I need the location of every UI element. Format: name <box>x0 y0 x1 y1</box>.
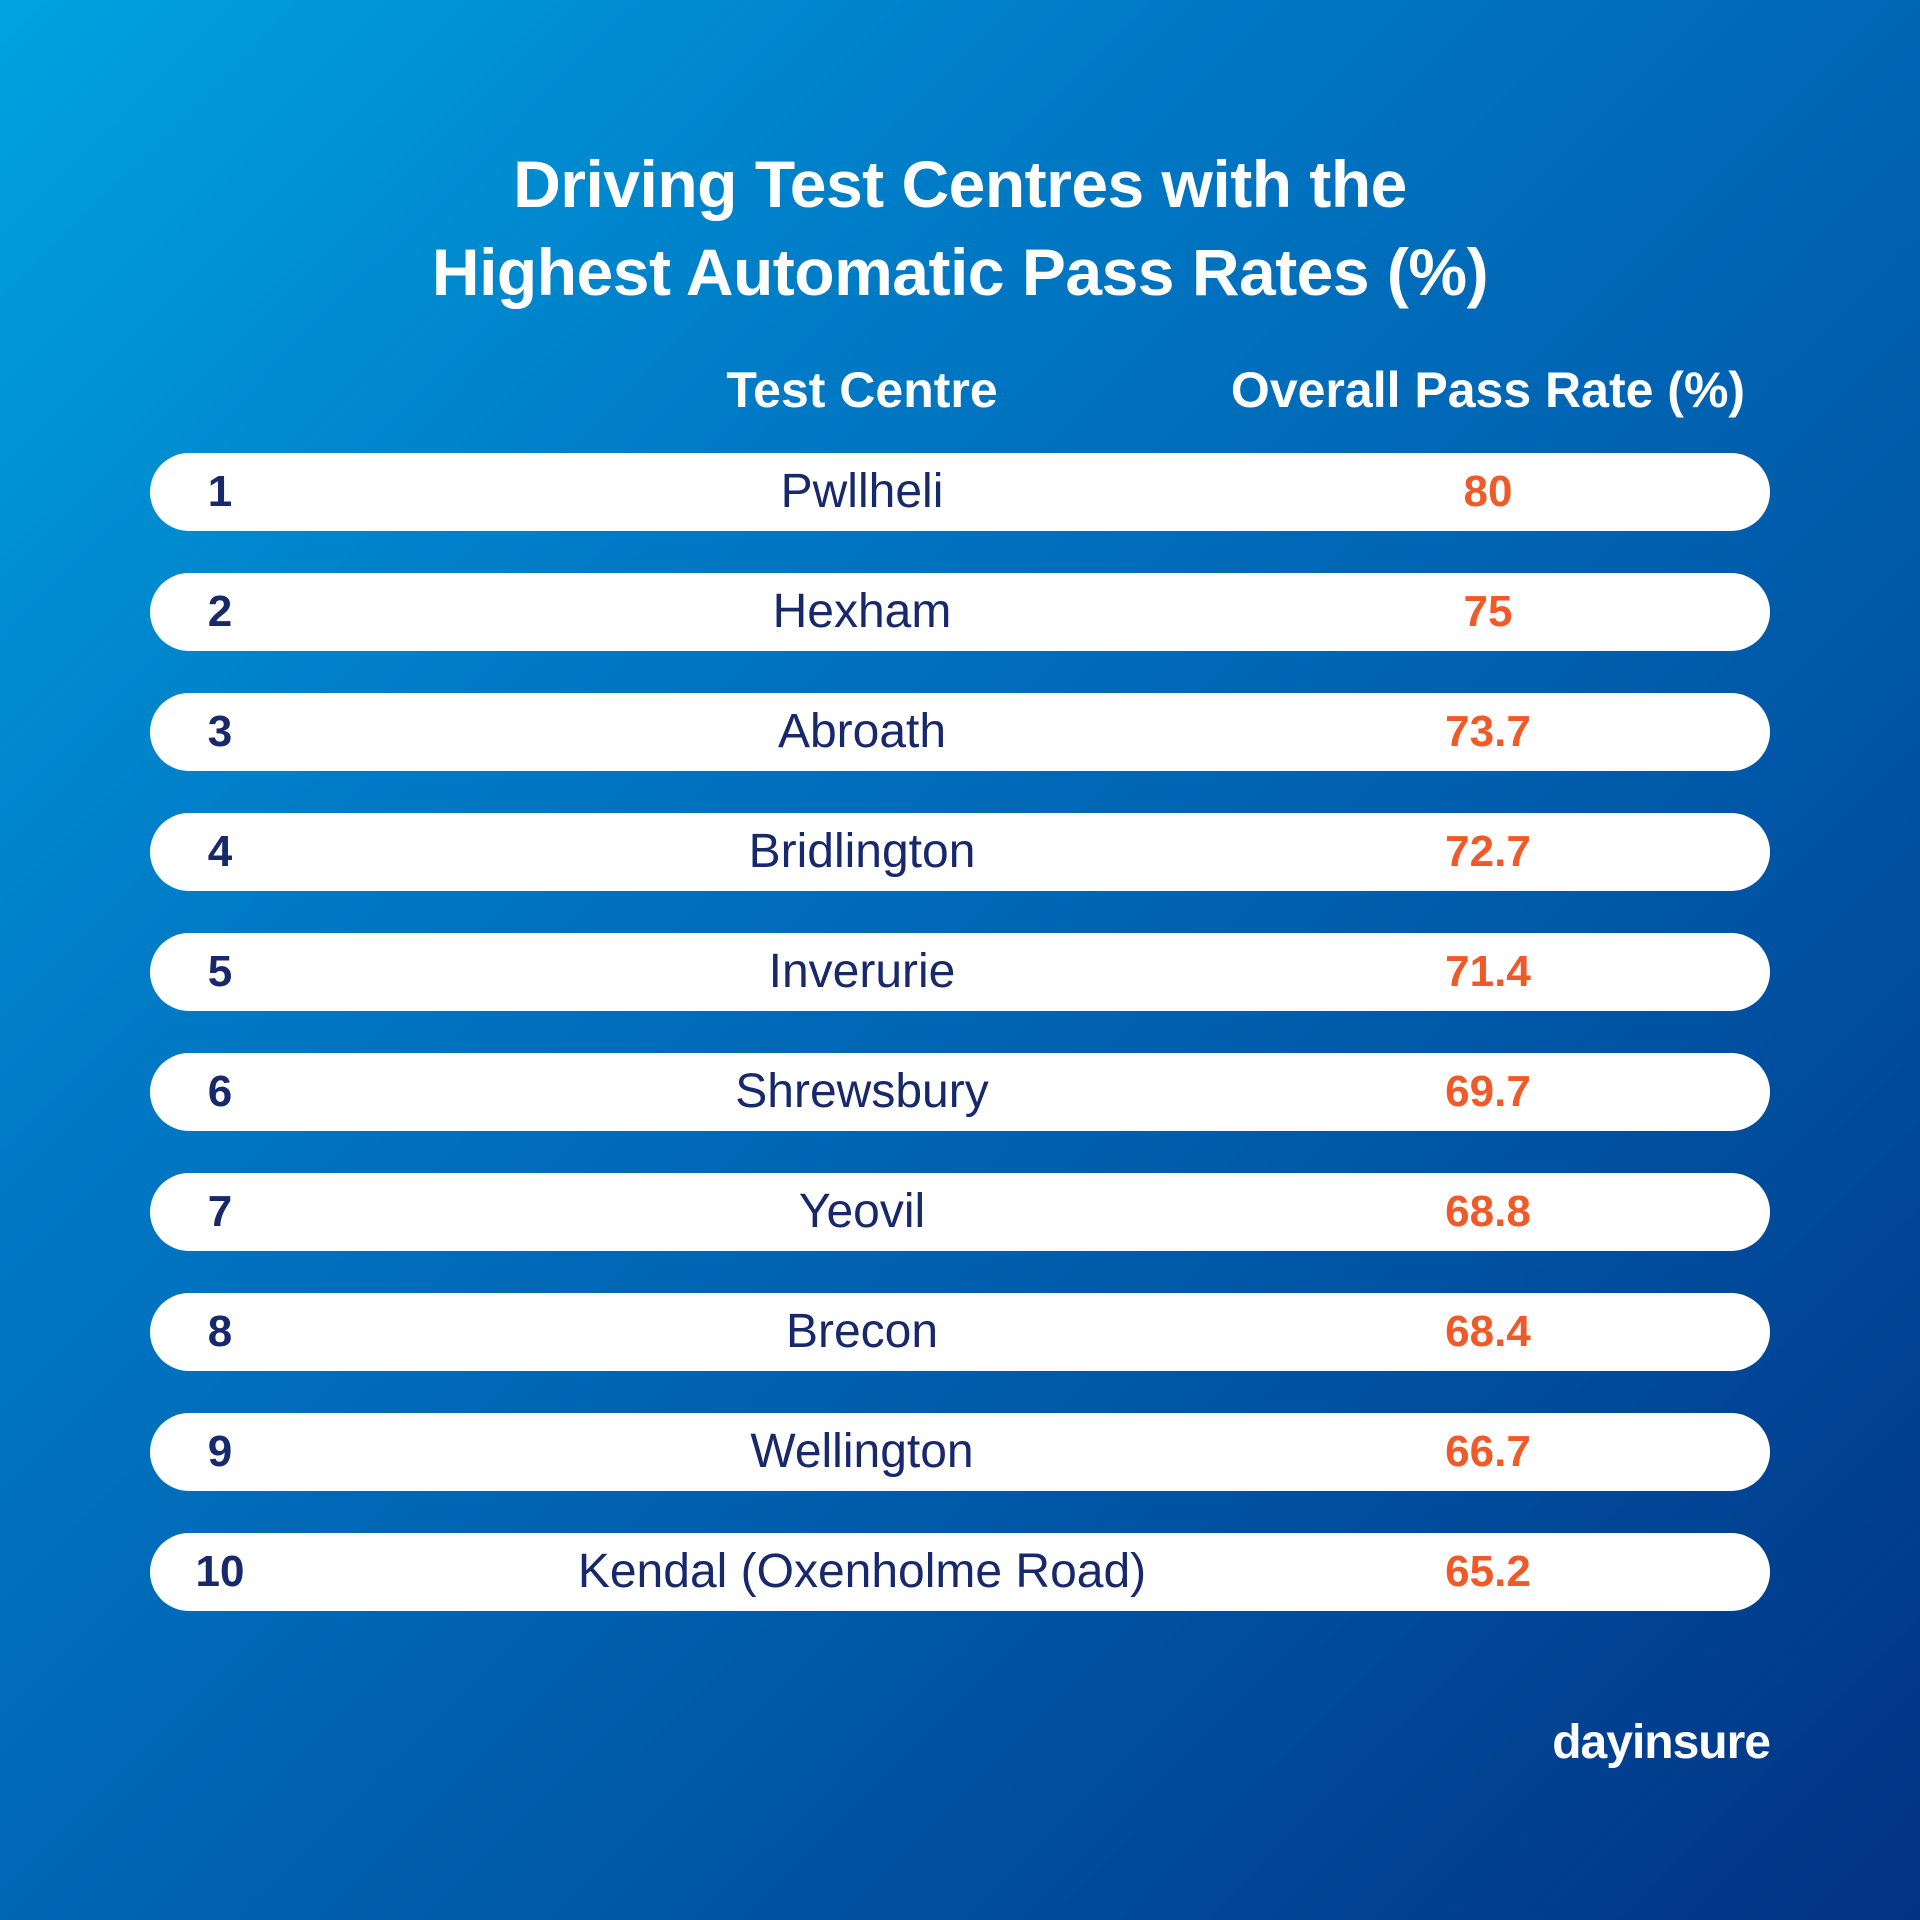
table-row: 1 Pwllheli 80 <box>150 453 1770 531</box>
pass-rate-cell: 80 <box>1463 467 1513 516</box>
table-row: 7 Yeovil 68.8 <box>150 1173 1770 1251</box>
test-centre-cell: Yeovil <box>798 1185 926 1238</box>
rank-cell: 5 <box>207 947 233 996</box>
table-row: 6 Shrewsbury 69.7 <box>150 1053 1770 1131</box>
rank-cell: 4 <box>207 827 233 876</box>
test-centre-cell: Wellington <box>750 1425 974 1478</box>
pass-rate-cell: 68.4 <box>1445 1307 1531 1356</box>
pass-rate-cell: 65.2 <box>1445 1547 1531 1596</box>
table-row: 9 Wellington 66.7 <box>150 1413 1770 1491</box>
header-pass-rate: Overall Pass Rate (%) <box>1230 362 1746 418</box>
chart-title: Driving Test Centres with the Highest Au… <box>0 140 1920 316</box>
test-centre-cell: Kendal (Oxenholme Road) <box>577 1545 1147 1598</box>
table-row: 5 Inverurie 71.4 <box>150 933 1770 1011</box>
table-row: 10 Kendal (Oxenholme Road) 65.2 <box>150 1533 1770 1611</box>
test-centre-cell: Hexham <box>772 585 952 638</box>
header-test-centre: Test Centre <box>726 362 998 418</box>
rank-cell: 2 <box>207 587 233 636</box>
pass-rate-cell: 69.7 <box>1445 1067 1531 1116</box>
rank-cell: 8 <box>207 1307 233 1356</box>
table-row: 8 Brecon 68.4 <box>150 1293 1770 1371</box>
rank-cell: 3 <box>207 707 233 756</box>
test-centre-cell: Inverurie <box>768 945 956 998</box>
test-centre-cell: Brecon <box>785 1305 939 1358</box>
table-row: 2 Hexham 75 <box>150 573 1770 651</box>
rank-cell: 1 <box>207 467 233 516</box>
table-row: 3 Abroath 73.7 <box>150 693 1770 771</box>
pass-rate-cell: 73.7 <box>1445 707 1531 756</box>
title-line-2: Highest Automatic Pass Rates (%) <box>431 235 1489 309</box>
rank-cell: 9 <box>207 1427 233 1476</box>
table-row: 4 Bridlington 72.7 <box>150 813 1770 891</box>
test-centre-cell: Shrewsbury <box>735 1065 989 1118</box>
dayinsure-logo: dayinsure <box>1552 1716 1771 1769</box>
rank-cell: 7 <box>207 1187 233 1236</box>
title-line-1: Driving Test Centres with the <box>513 147 1407 221</box>
test-centre-cell: Pwllheli <box>780 465 944 518</box>
pass-rate-cell: 66.7 <box>1445 1427 1531 1476</box>
rank-cell: 6 <box>207 1067 233 1116</box>
pass-rate-cell: 68.8 <box>1445 1187 1531 1236</box>
pass-rate-cell: 71.4 <box>1445 947 1531 996</box>
test-centre-cell: Bridlington <box>748 825 976 878</box>
pass-rate-cell: 75 <box>1463 587 1513 636</box>
test-centre-cell: Abroath <box>777 705 947 758</box>
pass-rate-cell: 72.7 <box>1445 827 1531 876</box>
rank-cell: 10 <box>195 1547 245 1596</box>
